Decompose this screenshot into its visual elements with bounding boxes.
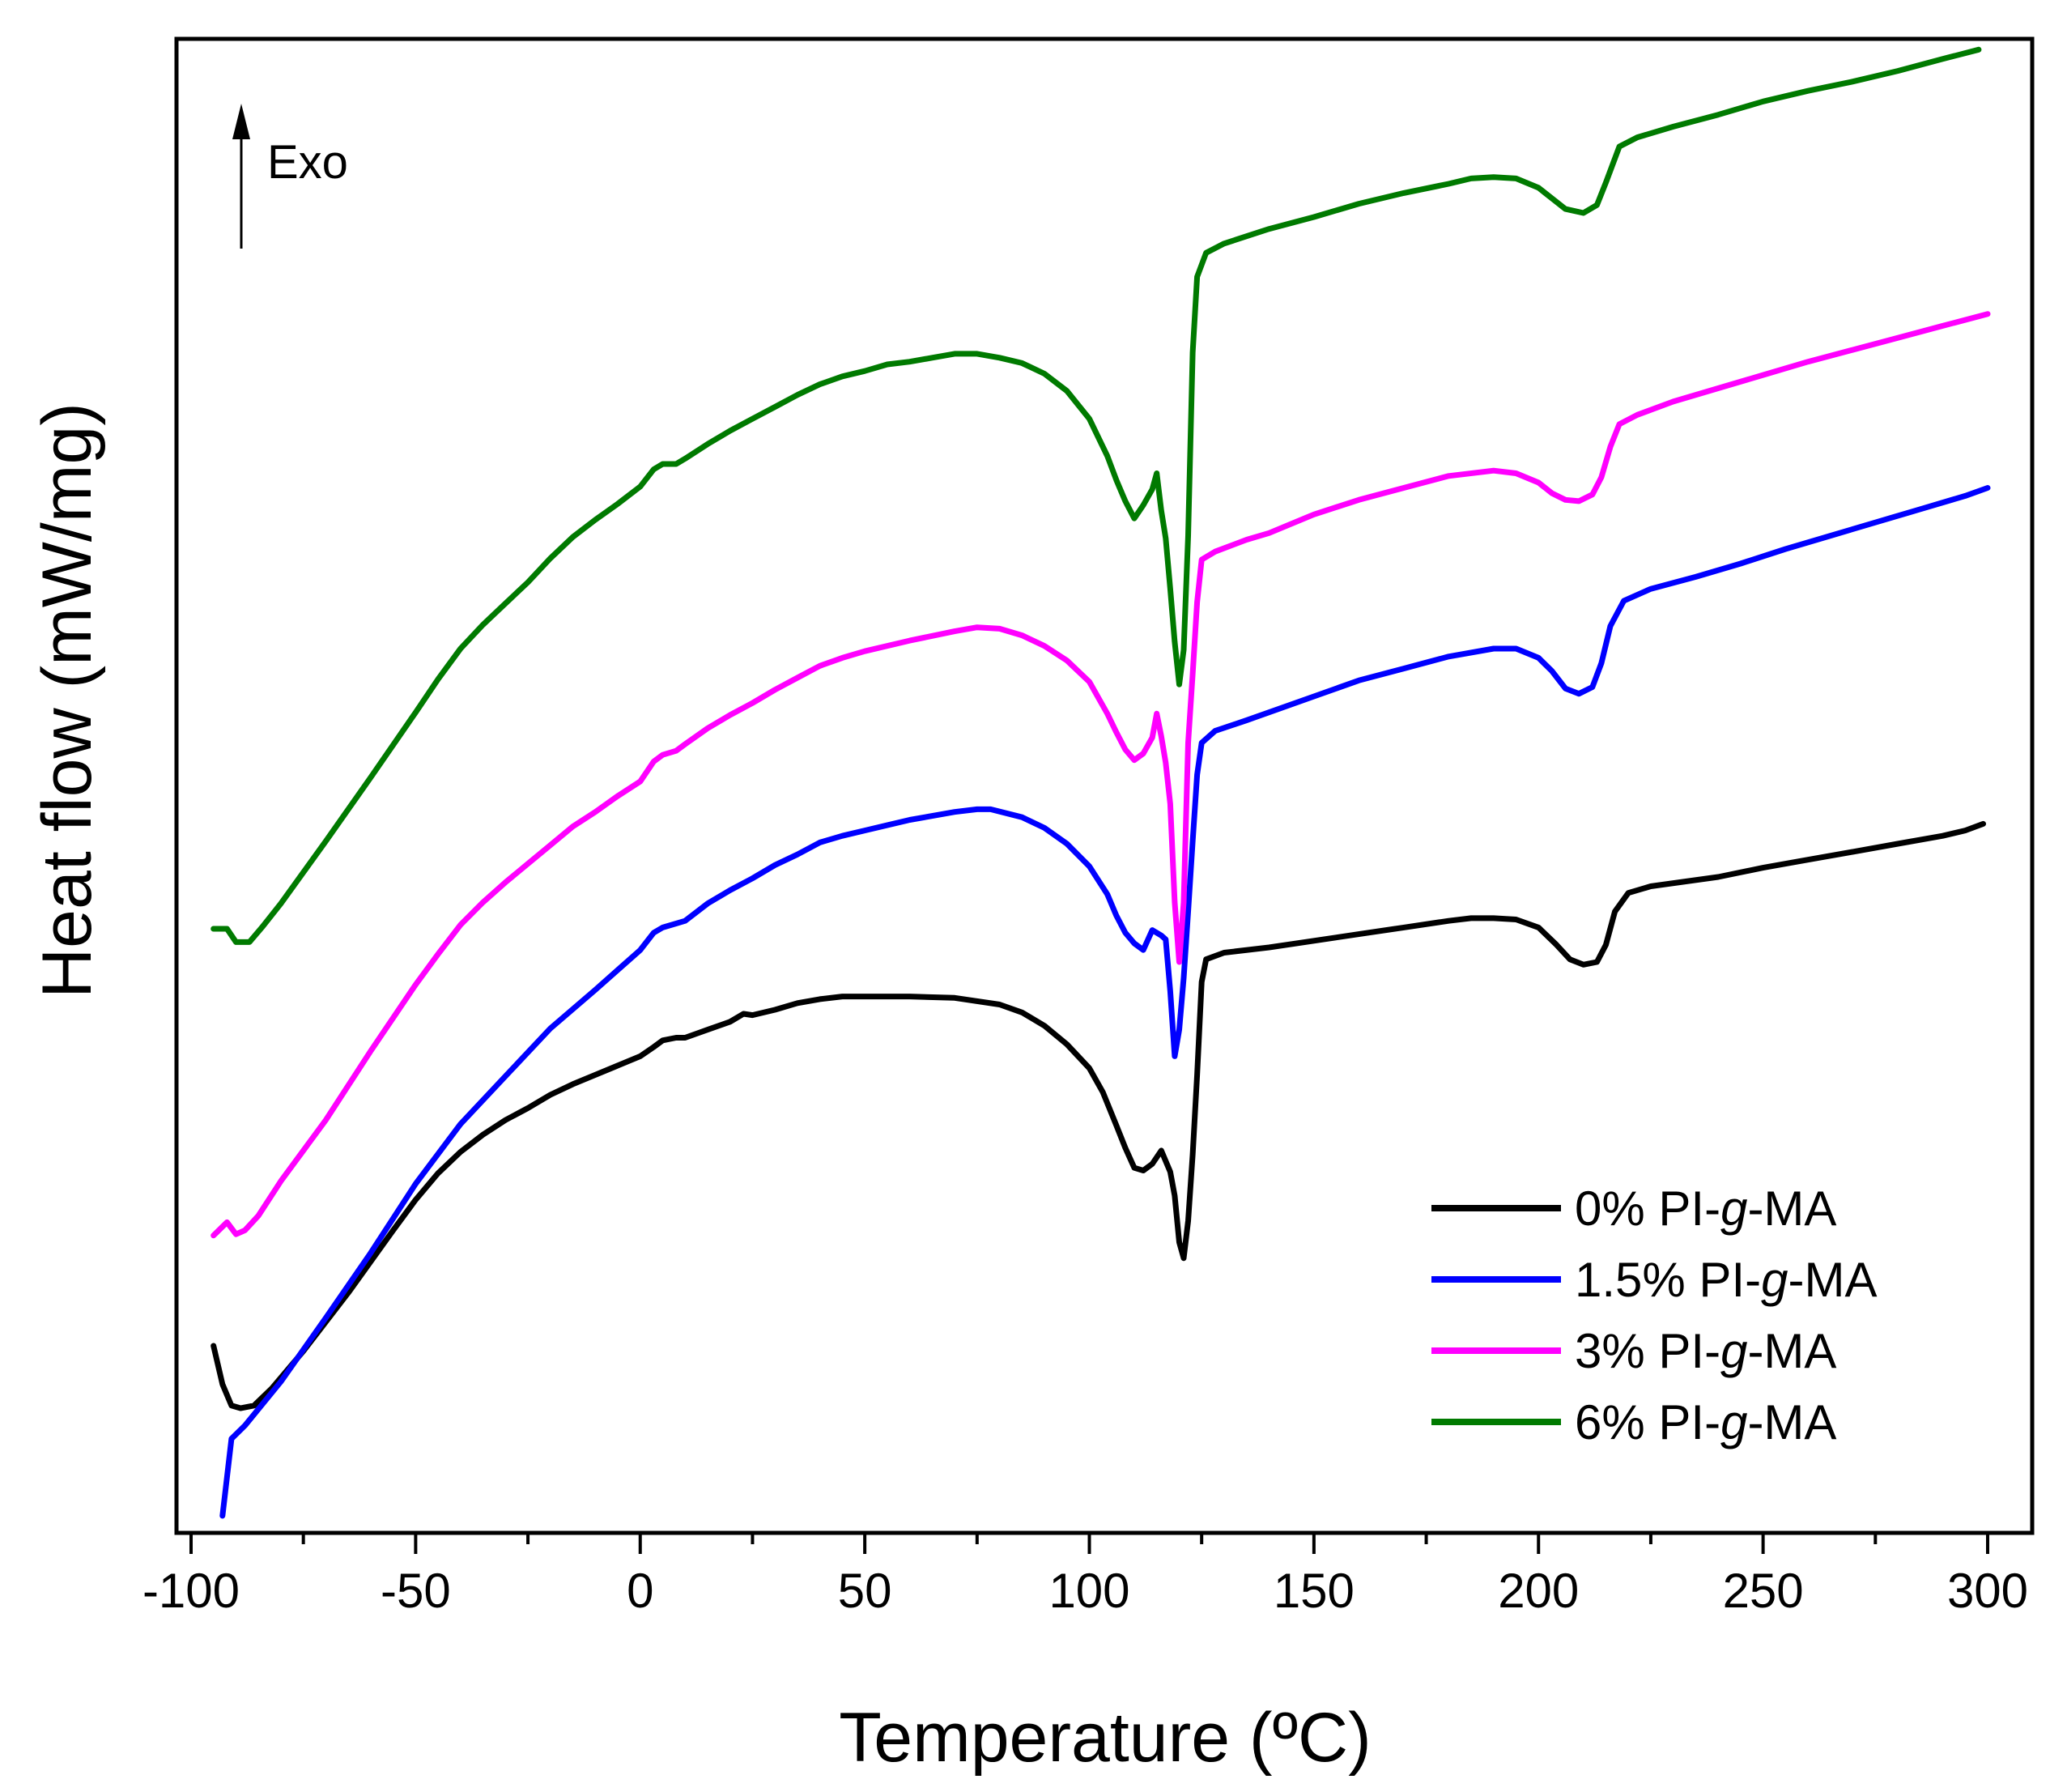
y-axis-title: Heat flow (mW/mg) bbox=[28, 402, 106, 998]
x-tick-label: 200 bbox=[1498, 1564, 1579, 1618]
x-tick-label: -100 bbox=[142, 1564, 240, 1618]
x-tick-label: 50 bbox=[838, 1564, 892, 1618]
x-axis-ticks: -100 -50 0 50 100 150 200 250 300 bbox=[142, 1533, 2028, 1618]
x-tick-label: -50 bbox=[381, 1564, 451, 1618]
plot-area-frame bbox=[174, 36, 2035, 1535]
series-line-2 bbox=[211, 311, 1991, 1239]
exo-label: Exo bbox=[267, 136, 348, 189]
x-tick-label: 150 bbox=[1274, 1564, 1355, 1618]
legend: 0% PI-g-MA 1.5% PI-g-MA 3% PI-g-MA 6% PI-g-… bbox=[1431, 1181, 1877, 1449]
exo-arrow-icon bbox=[232, 104, 250, 139]
series-line-0 bbox=[211, 820, 1986, 1411]
x-tick-label: 300 bbox=[1947, 1564, 2028, 1618]
series-line-1 bbox=[219, 485, 1991, 1519]
x-axis-title: Temperature (ºC) bbox=[839, 1699, 1371, 1777]
exo-annotation: Exo bbox=[232, 104, 348, 249]
legend-label-3: 6% PI-g-MA bbox=[1575, 1395, 1836, 1449]
x-tick-label: 0 bbox=[627, 1564, 653, 1618]
x-tick-label: 100 bbox=[1048, 1564, 1129, 1618]
legend-label-0: 0% PI-g-MA bbox=[1575, 1181, 1836, 1236]
series-line-3 bbox=[211, 46, 1982, 945]
legend-label-2: 3% PI-g-MA bbox=[1575, 1324, 1836, 1378]
legend-label-1: 1.5% PI-g-MA bbox=[1575, 1253, 1877, 1307]
series-layer bbox=[211, 46, 1991, 1519]
x-tick-label: 250 bbox=[1723, 1564, 1804, 1618]
